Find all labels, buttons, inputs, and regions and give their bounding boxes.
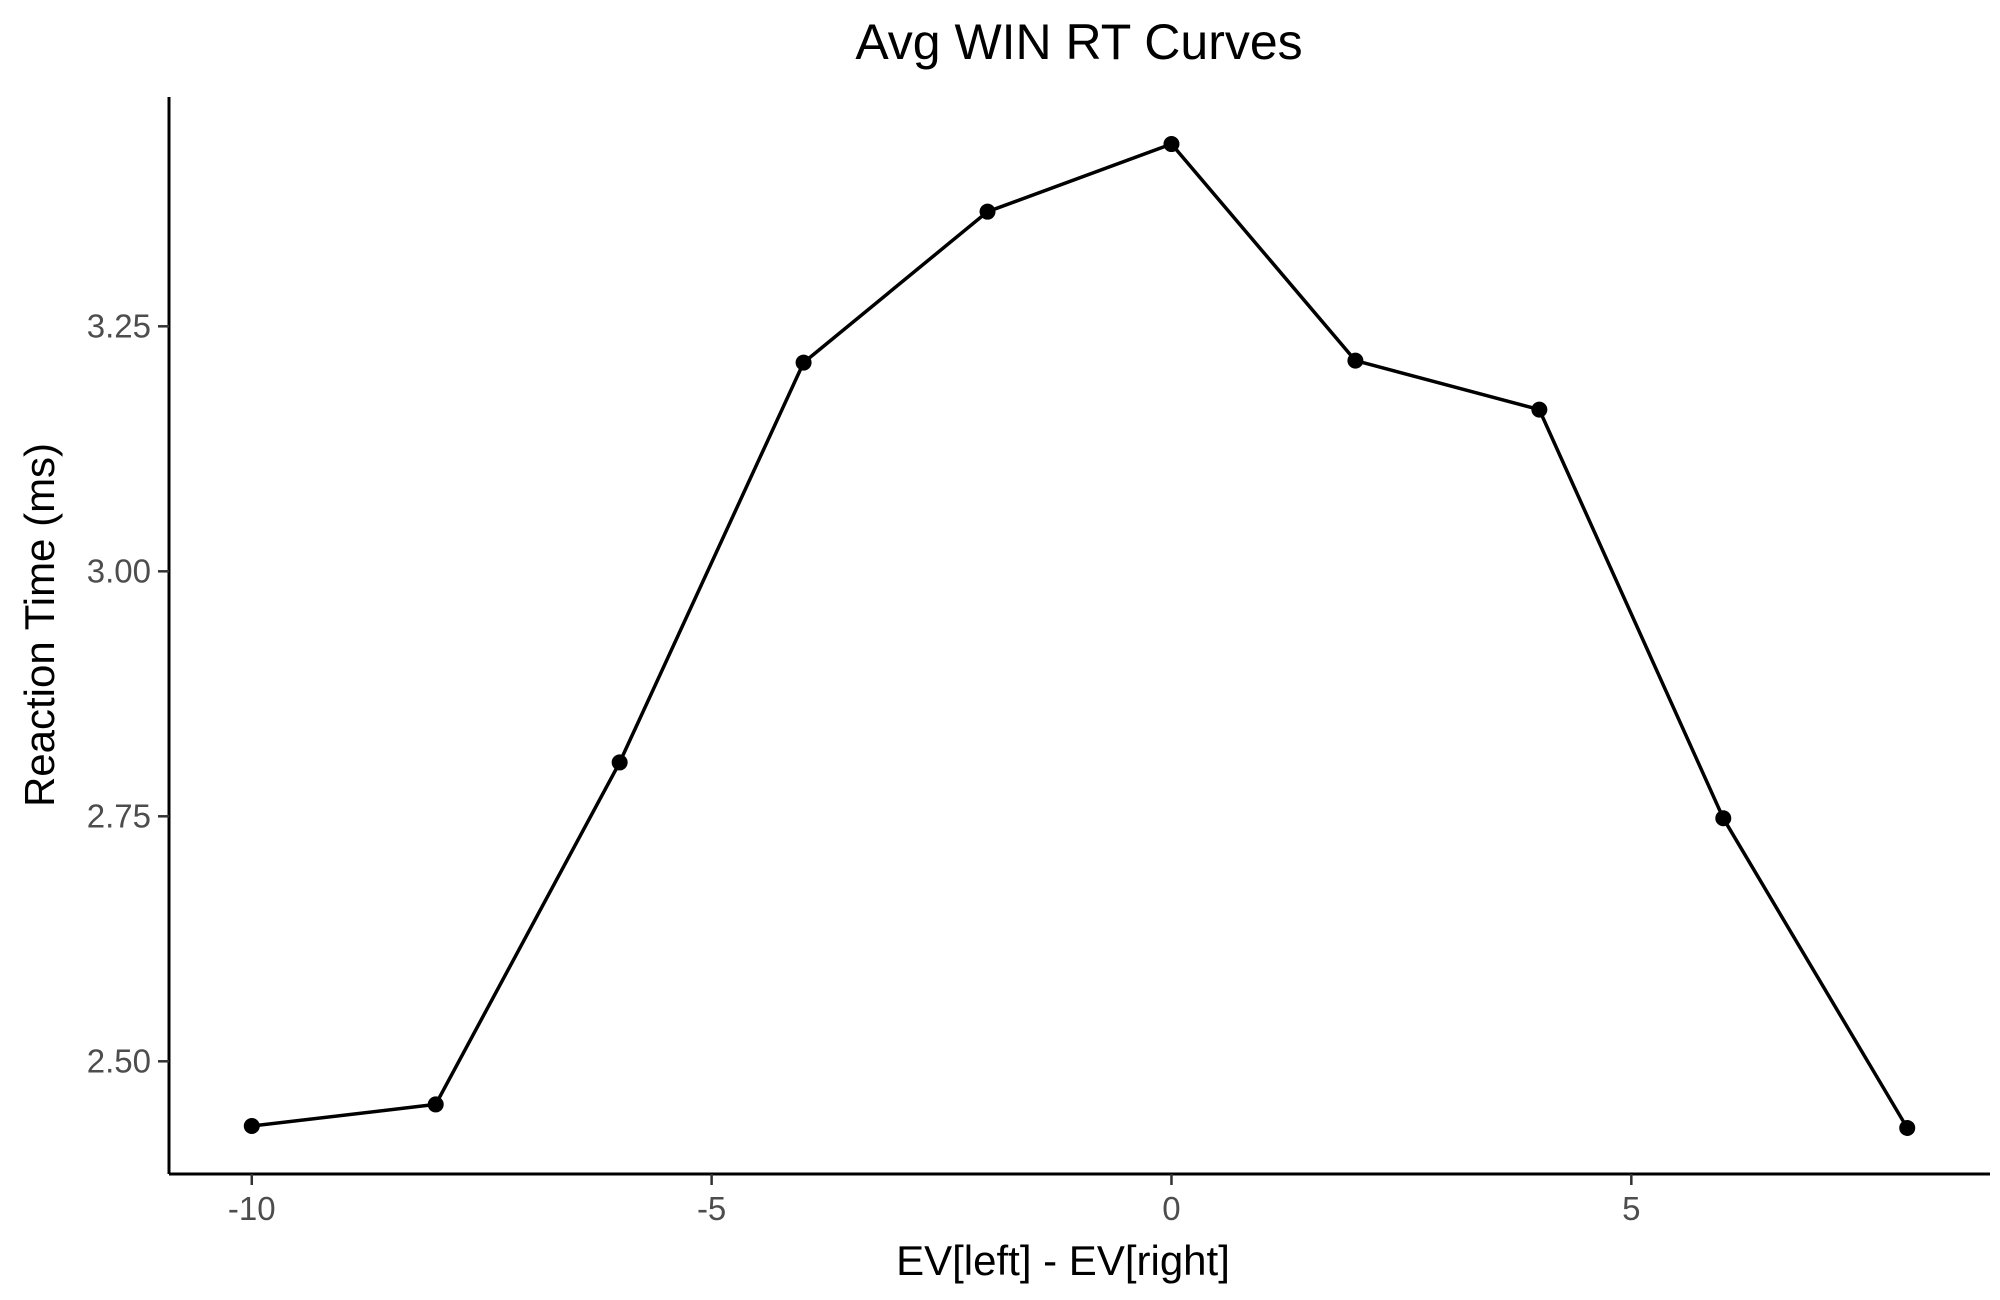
chart-title: Avg WIN RT Curves <box>855 14 1302 70</box>
plot-area: -10 -5 0 5 2.50 2.75 3.00 3.25 <box>87 97 1990 1227</box>
x-axis-title: EV[left] - EV[right] <box>896 1237 1230 1284</box>
y-tick-label: 3.25 <box>87 307 151 344</box>
series-line <box>251 142 1909 1129</box>
y-tick-label: 2.50 <box>87 1042 151 1079</box>
data-point <box>1715 810 1732 827</box>
x-tick-label: 5 <box>1622 1190 1640 1227</box>
y-tick-label: 2.75 <box>87 797 151 834</box>
data-point <box>427 1096 444 1113</box>
data-point <box>979 203 996 220</box>
y-tick-label: 3.00 <box>87 552 151 589</box>
y-axis-title: Reaction Time (ms) <box>16 443 63 807</box>
data-point <box>1899 1119 1916 1136</box>
data-point <box>1347 352 1364 369</box>
data-point <box>795 354 812 371</box>
x-tick-label: -5 <box>697 1190 726 1227</box>
x-tick-label: -10 <box>228 1190 276 1227</box>
x-tick-label: 0 <box>1162 1190 1180 1227</box>
data-point <box>1531 401 1548 418</box>
data-point <box>1163 136 1180 153</box>
data-point <box>611 754 628 771</box>
data-point <box>243 1117 260 1134</box>
